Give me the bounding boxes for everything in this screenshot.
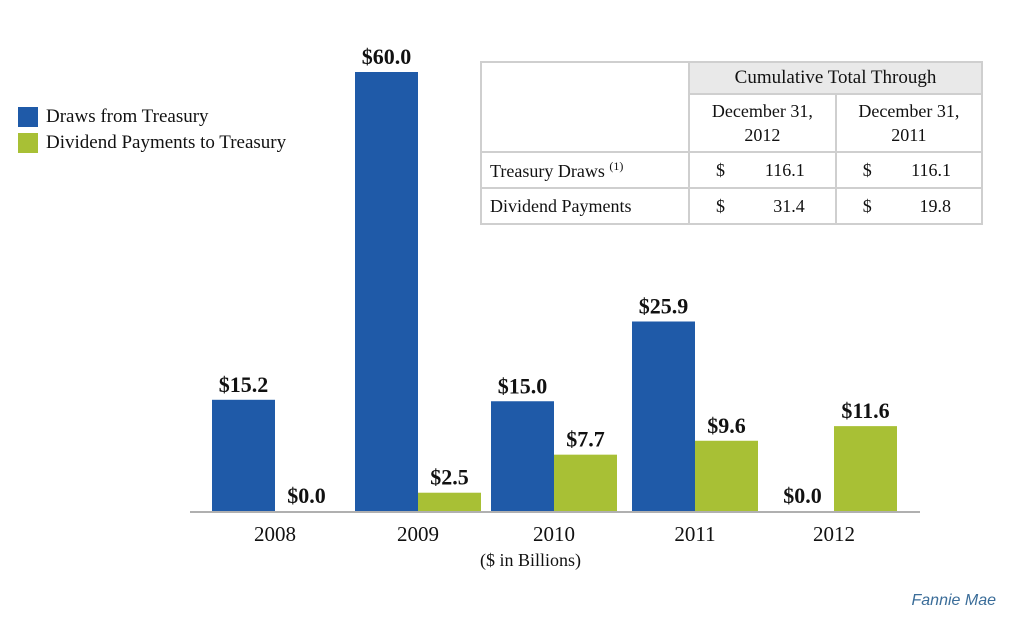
data-label: $2.5 — [430, 465, 469, 490]
bar-draws-2010 — [491, 401, 554, 511]
bar-dividends-2010 — [554, 454, 617, 511]
legend-label-draws: Draws from Treasury — [46, 106, 209, 127]
x-tick-label: 2011 — [674, 522, 715, 546]
bar-dividends-2011 — [695, 440, 758, 511]
cell-value: 116.1 — [911, 159, 951, 180]
currency-symbol: $ — [862, 159, 872, 180]
table-row-dividend-payments: Dividend Payments $31.4 $19.8 — [480, 187, 984, 225]
x-tick-label: 2010 — [533, 522, 575, 546]
legend-item-dividends: Dividend Payments to Treasury — [18, 130, 286, 156]
data-label: $0.0 — [783, 483, 822, 508]
legend-swatch-dividends — [18, 133, 38, 153]
data-label: $25.9 — [639, 293, 689, 318]
table-col-header-2011: December 31, 2011 — [834, 93, 984, 153]
data-label: $9.6 — [707, 413, 746, 438]
x-tick-label: 2012 — [813, 522, 855, 546]
cell-value: 116.1 — [764, 159, 805, 180]
table-cell: $116.1 — [688, 151, 837, 189]
row-label-text: Treasury Draws — [490, 160, 605, 181]
row-label-text: Dividend Payments — [490, 195, 632, 216]
table-group-header: Cumulative Total Through — [688, 61, 983, 95]
cell-value: 19.8 — [919, 195, 952, 216]
table-cell: $31.4 — [688, 187, 837, 225]
source-credit: Fannie Mae — [911, 592, 997, 609]
data-label: $11.6 — [841, 398, 889, 423]
data-label: $7.7 — [566, 427, 605, 452]
table-row-treasury-draws: Treasury Draws (1) $116.1 $116.1 — [480, 151, 984, 189]
legend-item-draws: Draws from Treasury — [18, 104, 286, 130]
data-label: $0.0 — [287, 483, 326, 508]
x-tick-label: 2009 — [397, 522, 439, 546]
data-label: $15.2 — [219, 372, 269, 397]
table-cell: $116.1 — [834, 151, 984, 189]
table-cell: $19.8 — [834, 187, 984, 225]
table-row-label: Dividend Payments — [480, 187, 690, 225]
cumulative-total-table: Cumulative Total Through December 31, 20… — [480, 61, 984, 225]
currency-symbol: $ — [716, 159, 725, 180]
currency-symbol: $ — [862, 195, 872, 216]
x-tick-label: 2008 — [254, 522, 296, 546]
table-corner — [480, 61, 690, 153]
table-row-label: Treasury Draws (1) — [480, 151, 690, 189]
data-label: $15.0 — [498, 373, 548, 398]
bar-draws-2011 — [632, 321, 695, 511]
x-axis-label: ($ in Billions) — [480, 550, 582, 570]
bar-dividends-2009 — [418, 492, 481, 511]
footnote-marker: (1) — [609, 158, 624, 173]
currency-symbol: $ — [716, 195, 725, 216]
data-label: $60.0 — [362, 44, 412, 69]
bar-draws-2009 — [355, 72, 418, 511]
table-col-header-2012: December 31, 2012 — [688, 93, 837, 153]
cell-value: 31.4 — [773, 195, 805, 216]
legend: Draws from Treasury Dividend Payments to… — [18, 104, 286, 156]
legend-swatch-draws — [18, 107, 38, 127]
legend-label-dividends: Dividend Payments to Treasury — [46, 132, 287, 153]
bar-dividends-2012 — [834, 426, 897, 511]
bar-draws-2008 — [212, 399, 275, 511]
